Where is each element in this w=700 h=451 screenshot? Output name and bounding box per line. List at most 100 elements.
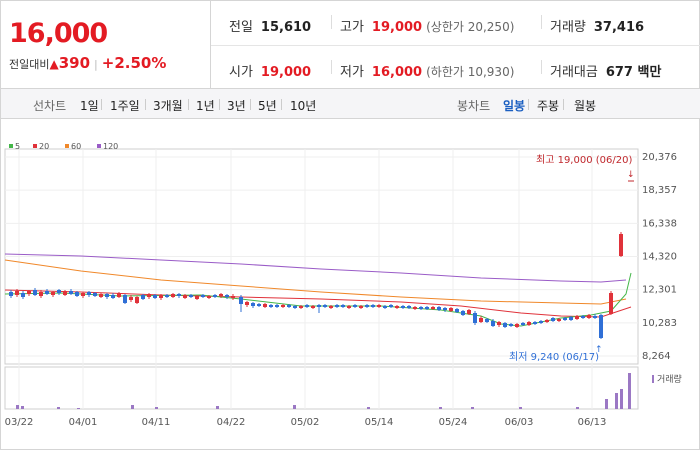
candle-body xyxy=(299,306,303,308)
candle-body xyxy=(335,305,339,307)
candle-body xyxy=(251,303,255,306)
tab-candle-weekly[interactable]: 주봉 xyxy=(537,99,560,113)
volume-bar xyxy=(576,407,579,409)
candle-body xyxy=(257,304,261,306)
candle-body xyxy=(395,306,399,308)
candle-body xyxy=(135,297,139,303)
candle-body xyxy=(87,292,91,295)
x-tick-label: 05/02 xyxy=(291,417,320,428)
volume-bar xyxy=(77,408,80,409)
candle-body xyxy=(431,307,435,309)
candle-body xyxy=(539,321,543,323)
candle-body xyxy=(563,318,567,320)
candle-body xyxy=(365,305,369,307)
high-arrow-icon: ↓ xyxy=(627,170,635,180)
candle-body xyxy=(287,305,291,307)
candle-body xyxy=(51,292,55,295)
ma60-line xyxy=(4,259,627,305)
candle-body xyxy=(311,306,315,308)
candle-body xyxy=(533,322,537,324)
candle-body xyxy=(569,317,573,320)
candle-body xyxy=(467,310,471,314)
tab-period-1d[interactable]: 1일 xyxy=(80,99,99,113)
candle-body xyxy=(557,319,561,321)
legend-label-120: 120 xyxy=(103,142,118,151)
candle-body xyxy=(323,305,327,307)
candle-body xyxy=(63,291,67,295)
ma120-line xyxy=(4,253,627,283)
tab-period-3m[interactable]: 3개월 xyxy=(153,99,183,113)
high-annotation: 최고 19,000 (06/20) xyxy=(536,154,632,166)
volume-bar xyxy=(155,407,158,409)
candle-body xyxy=(263,304,267,307)
y-tick-label: 10,283 xyxy=(642,318,677,329)
volume-bar xyxy=(367,407,370,409)
candle-body xyxy=(9,292,13,296)
x-tick-label: 04/22 xyxy=(217,417,246,428)
candle-body xyxy=(213,295,217,297)
legend-label-20: 20 xyxy=(39,142,49,151)
change-value: 390 xyxy=(58,54,91,72)
candle-body xyxy=(201,295,205,297)
candle-body xyxy=(171,294,175,297)
volume-bar xyxy=(131,405,134,409)
tab-period-1y[interactable]: 1년 xyxy=(196,99,215,113)
tab-period-1w[interactable]: 1주일 xyxy=(110,99,140,113)
candle-body xyxy=(479,318,483,322)
candle-body xyxy=(497,322,501,325)
tab-period-5y[interactable]: 5년 xyxy=(258,99,277,113)
volume-bar xyxy=(216,406,219,409)
candle-body xyxy=(353,305,357,307)
volume-bar xyxy=(16,405,19,409)
candle-body xyxy=(123,295,127,303)
candle-body xyxy=(413,307,417,309)
volume-legend-label: 거래량 xyxy=(657,373,682,385)
y-tick-label: 16,338 xyxy=(642,218,677,229)
volume-plot-frame xyxy=(4,366,639,410)
candle-body xyxy=(401,306,405,308)
x-tick-label: 03/22 xyxy=(5,417,34,428)
candle-body xyxy=(593,316,597,318)
candle-body xyxy=(75,292,79,296)
candle-body xyxy=(347,306,351,308)
stat-amount: 거래대금 677 백만 xyxy=(550,65,662,80)
candle-body xyxy=(527,322,531,325)
candle-body xyxy=(117,293,121,297)
tab-period-3y[interactable]: 3년 xyxy=(227,99,246,113)
volume-bar xyxy=(628,373,631,409)
candle-body xyxy=(545,320,549,322)
candle-body xyxy=(81,293,85,296)
legend-swatch-60 xyxy=(65,144,69,148)
candle-body xyxy=(111,295,115,298)
stat-open: 시가 19,000 xyxy=(229,65,312,80)
stat-prev-close: 전일 15,610 xyxy=(229,20,312,35)
candle-body xyxy=(69,291,73,294)
candle-body xyxy=(189,295,193,297)
legend-swatch-5 xyxy=(9,144,13,148)
chart-tab-bar: 선차트 1일 1주일 3개월 1년 3년 5년 10년 봉차트 일봉 주봉 월봉 xyxy=(1,89,700,119)
tab-candle-daily[interactable]: 일봉 xyxy=(503,99,526,113)
y-tick-label: 14,320 xyxy=(642,252,677,263)
line-chart-label: 선차트 xyxy=(33,99,67,113)
current-price-box: 16,000 전일대비▲390 | +2.50% xyxy=(1,1,211,89)
tab-period-10y[interactable]: 10년 xyxy=(290,99,317,113)
price-summary: 16,000 전일대비▲390 | +2.50% 전일 15,610 고가 19,000… xyxy=(1,1,700,89)
change-row: 전일대비▲390 | +2.50% xyxy=(9,54,167,72)
legend-swatch-120 xyxy=(97,144,101,148)
tab-candle-monthly[interactable]: 월봉 xyxy=(574,99,597,113)
candle-body xyxy=(521,323,525,325)
candle-body xyxy=(293,306,297,308)
legend-label-60: 60 xyxy=(71,142,81,151)
candle-body xyxy=(281,305,285,307)
ma20-line xyxy=(4,289,632,318)
legend-swatch-20 xyxy=(33,144,37,148)
candle-body xyxy=(581,316,585,318)
candle-chart-label: 봉차트 xyxy=(457,99,491,113)
up-triangle-icon: ▲ xyxy=(49,57,59,71)
candle-body xyxy=(275,305,279,307)
stat-low: 저가 16,000 (하한가 10,930) xyxy=(340,65,515,80)
y-tick-label: 12,301 xyxy=(642,285,677,296)
candle-body xyxy=(503,323,507,327)
candle-body xyxy=(207,296,211,298)
candle-body xyxy=(177,294,181,296)
